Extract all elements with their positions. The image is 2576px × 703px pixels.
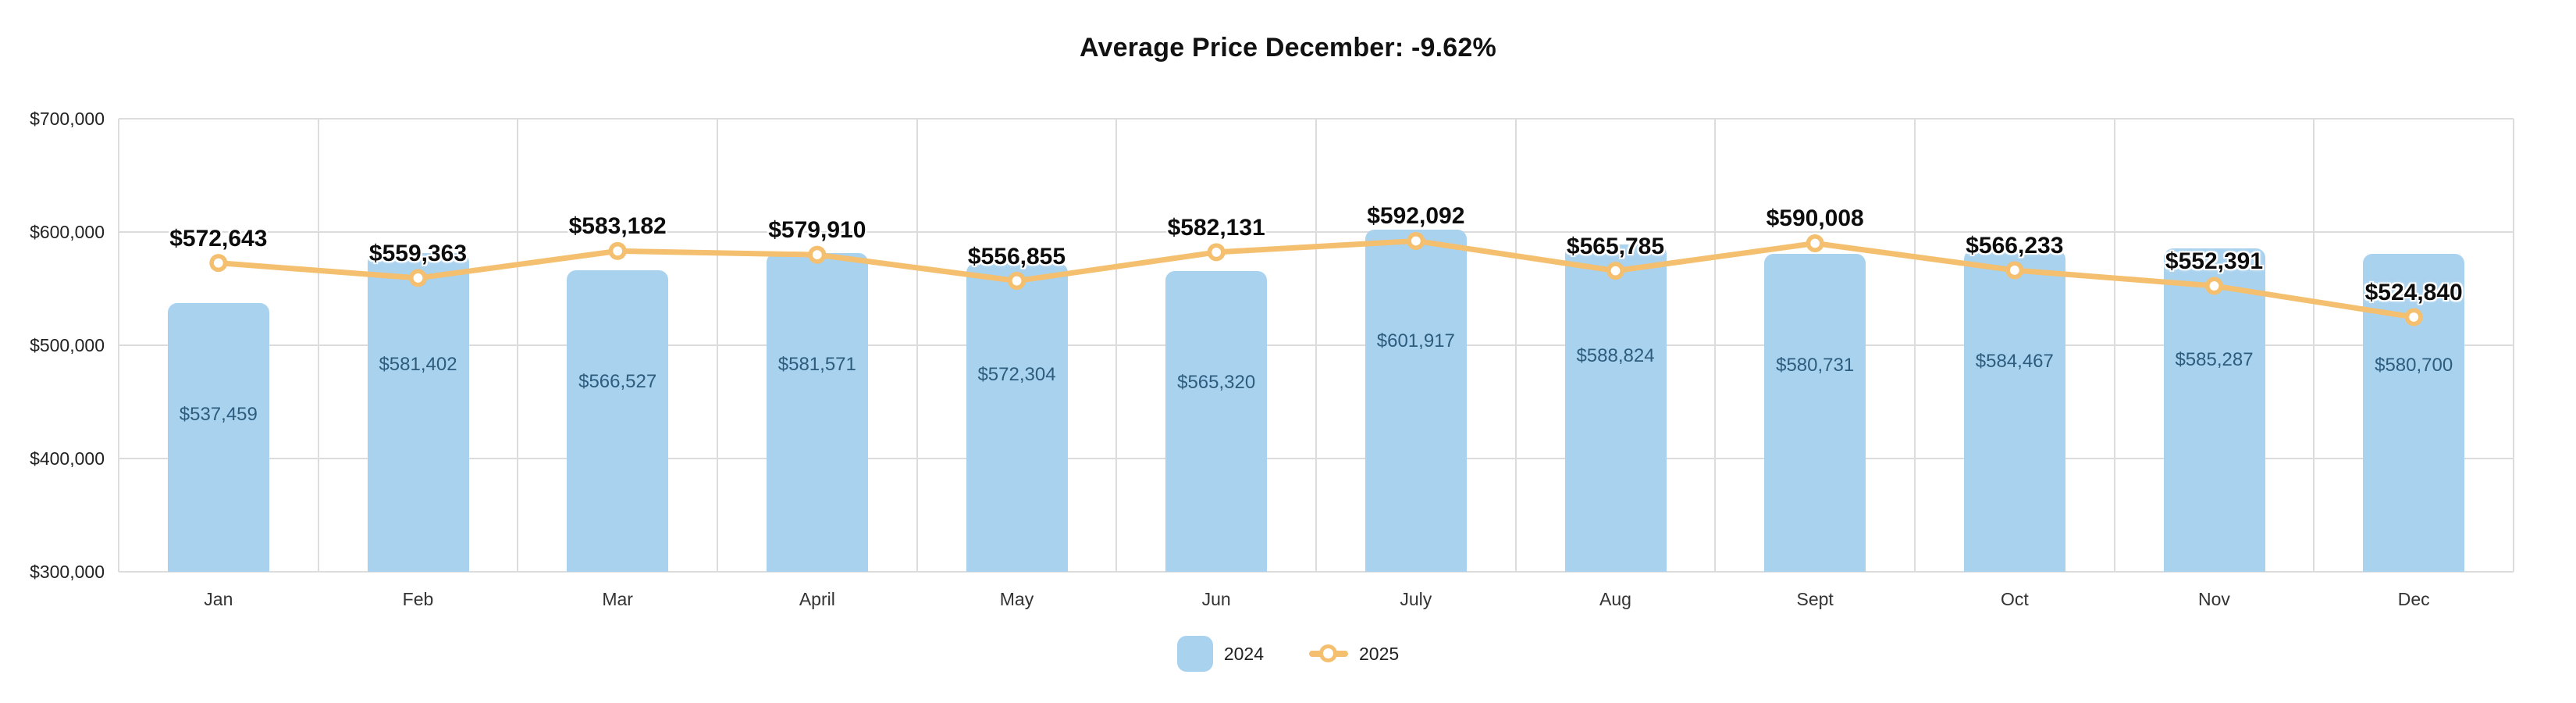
bar-2024-Aug[interactable] — [1564, 244, 1667, 572]
point-2025-Oct[interactable] — [2005, 261, 2024, 280]
gridline-vertical — [2513, 119, 2514, 572]
point-value-label-Jan: $572,643 — [169, 225, 268, 252]
bar-value-label-Dec: $580,700 — [2375, 354, 2453, 376]
x-axis-tick-Feb: Feb — [402, 589, 434, 609]
point-value-label-May: $556,855 — [967, 243, 1066, 269]
point-2025-Nov[interactable] — [2205, 277, 2224, 295]
line-2025 — [215, 237, 2417, 320]
gridline-vertical — [1514, 119, 1517, 572]
bar-value-label-Aug: $588,824 — [1576, 345, 1655, 367]
point-2025-Aug[interactable] — [1606, 262, 1625, 280]
bar-value-label-Mar: $566,527 — [578, 370, 657, 392]
bar-2024-Feb[interactable] — [367, 252, 469, 572]
point-2025-Jan[interactable] — [209, 254, 228, 273]
point-2025-Sept[interactable] — [1806, 234, 1824, 252]
point-2025-July[interactable] — [1407, 231, 1425, 250]
y-axis-tick-300000: $300,000 — [30, 562, 105, 582]
gridline-vertical — [1115, 119, 1118, 572]
point-value-label-Sept: $590,008 — [1766, 205, 1864, 232]
plot-area — [118, 118, 2514, 573]
x-axis-tick-Sept: Sept — [1796, 589, 1834, 609]
gridline-vertical — [2113, 119, 2115, 572]
legend-label-2024: 2024 — [1223, 643, 1264, 664]
gridline-vertical — [2313, 119, 2315, 572]
chart-title: Average Price December: -9.62% — [1080, 33, 1496, 62]
bar-value-label-Sept: $580,731 — [1776, 354, 1855, 376]
bar-2024-Sept[interactable] — [1764, 253, 1866, 572]
x-axis-tick-Jan: Jan — [204, 589, 233, 609]
point-value-label-Feb: $559,363 — [368, 240, 468, 266]
bar-2024-Oct[interactable] — [1963, 249, 2065, 572]
point-value-label-Oct: $566,233 — [1966, 232, 2064, 259]
x-axis-tick-Jun: Jun — [1201, 589, 1231, 609]
bar-2024-Mar[interactable] — [567, 269, 669, 572]
point-2025-Dec[interactable] — [2404, 308, 2423, 327]
gridline-vertical — [317, 119, 319, 572]
gridline-vertical — [717, 119, 718, 572]
x-axis-tick-May: May — [999, 589, 1034, 609]
bar-2024-Jun[interactable] — [1165, 271, 1268, 572]
point-value-label-April: $579,910 — [768, 217, 866, 244]
x-axis-tick-Dec: Dec — [2397, 589, 2430, 609]
bar-2024-Dec[interactable] — [2363, 253, 2465, 572]
point-value-label-Aug: $565,785 — [1566, 233, 1665, 259]
bar-value-label-Oct: $584,467 — [1975, 350, 2054, 372]
bar-2024-July[interactable] — [1364, 230, 1467, 572]
point-2025-Feb[interactable] — [408, 269, 427, 287]
point-2025-April[interactable] — [808, 245, 827, 264]
point-value-label-July: $592,092 — [1367, 203, 1465, 230]
x-axis-tick-Mar: Mar — [602, 589, 633, 609]
bar-value-label-Jan: $537,459 — [179, 403, 258, 425]
bar-value-label-May: $572,304 — [977, 364, 1056, 386]
legend-swatch-2024-icon — [1176, 636, 1213, 672]
x-axis-tick-Oct: Oct — [2000, 589, 2029, 609]
y-axis-tick-600000: $600,000 — [30, 222, 105, 242]
point-value-label-Nov: $552,391 — [2165, 248, 2264, 275]
legend-label-2025: 2025 — [1359, 643, 1400, 664]
legend: 2024 2025 — [0, 634, 2576, 673]
bar-value-label-Jun: $565,320 — [1177, 372, 1256, 394]
bar-value-label-Feb: $581,402 — [379, 353, 457, 375]
gridline-vertical — [1315, 119, 1317, 572]
point-value-label-Mar: $583,182 — [568, 213, 667, 240]
point-2025-Mar[interactable] — [608, 241, 627, 260]
x-axis-tick-July: July — [1400, 589, 1432, 609]
bar-value-label-Nov: $585,287 — [2175, 349, 2254, 371]
bar-value-label-April: $581,571 — [777, 353, 856, 375]
x-axis-tick-April: April — [799, 589, 835, 609]
bar-2024-May[interactable] — [966, 263, 1068, 572]
x-axis-tick-Aug: Aug — [1599, 589, 1631, 609]
point-value-label-Jun: $582,131 — [1167, 214, 1265, 241]
bar-value-label-July: $601,917 — [1376, 330, 1455, 352]
gridline-vertical — [1914, 119, 1916, 572]
legend-item-2024[interactable]: 2024 — [1176, 636, 1264, 672]
y-axis-tick-400000: $400,000 — [30, 448, 105, 469]
legend-line-marker-icon — [1309, 644, 1348, 664]
x-axis-tick-Nov: Nov — [2198, 589, 2230, 609]
gridline-vertical — [1714, 119, 1717, 572]
bar-2024-April[interactable] — [766, 252, 868, 572]
y-axis-tick-700000: $700,000 — [30, 109, 105, 129]
gridline-vertical — [118, 119, 119, 572]
bar-2024-Nov[interactable] — [2163, 248, 2265, 572]
gridline-vertical — [916, 119, 918, 572]
gridline-vertical — [517, 119, 519, 572]
y-axis-tick-500000: $500,000 — [30, 335, 105, 355]
point-value-label-Dec: $524,840 — [2364, 279, 2463, 305]
point-2025-Jun[interactable] — [1207, 243, 1226, 262]
bar-2024-Jan[interactable] — [167, 302, 269, 572]
legend-item-2025[interactable]: 2025 — [1309, 644, 1399, 665]
gridline-horizontal — [119, 571, 2514, 573]
point-2025-May[interactable] — [1008, 272, 1026, 291]
